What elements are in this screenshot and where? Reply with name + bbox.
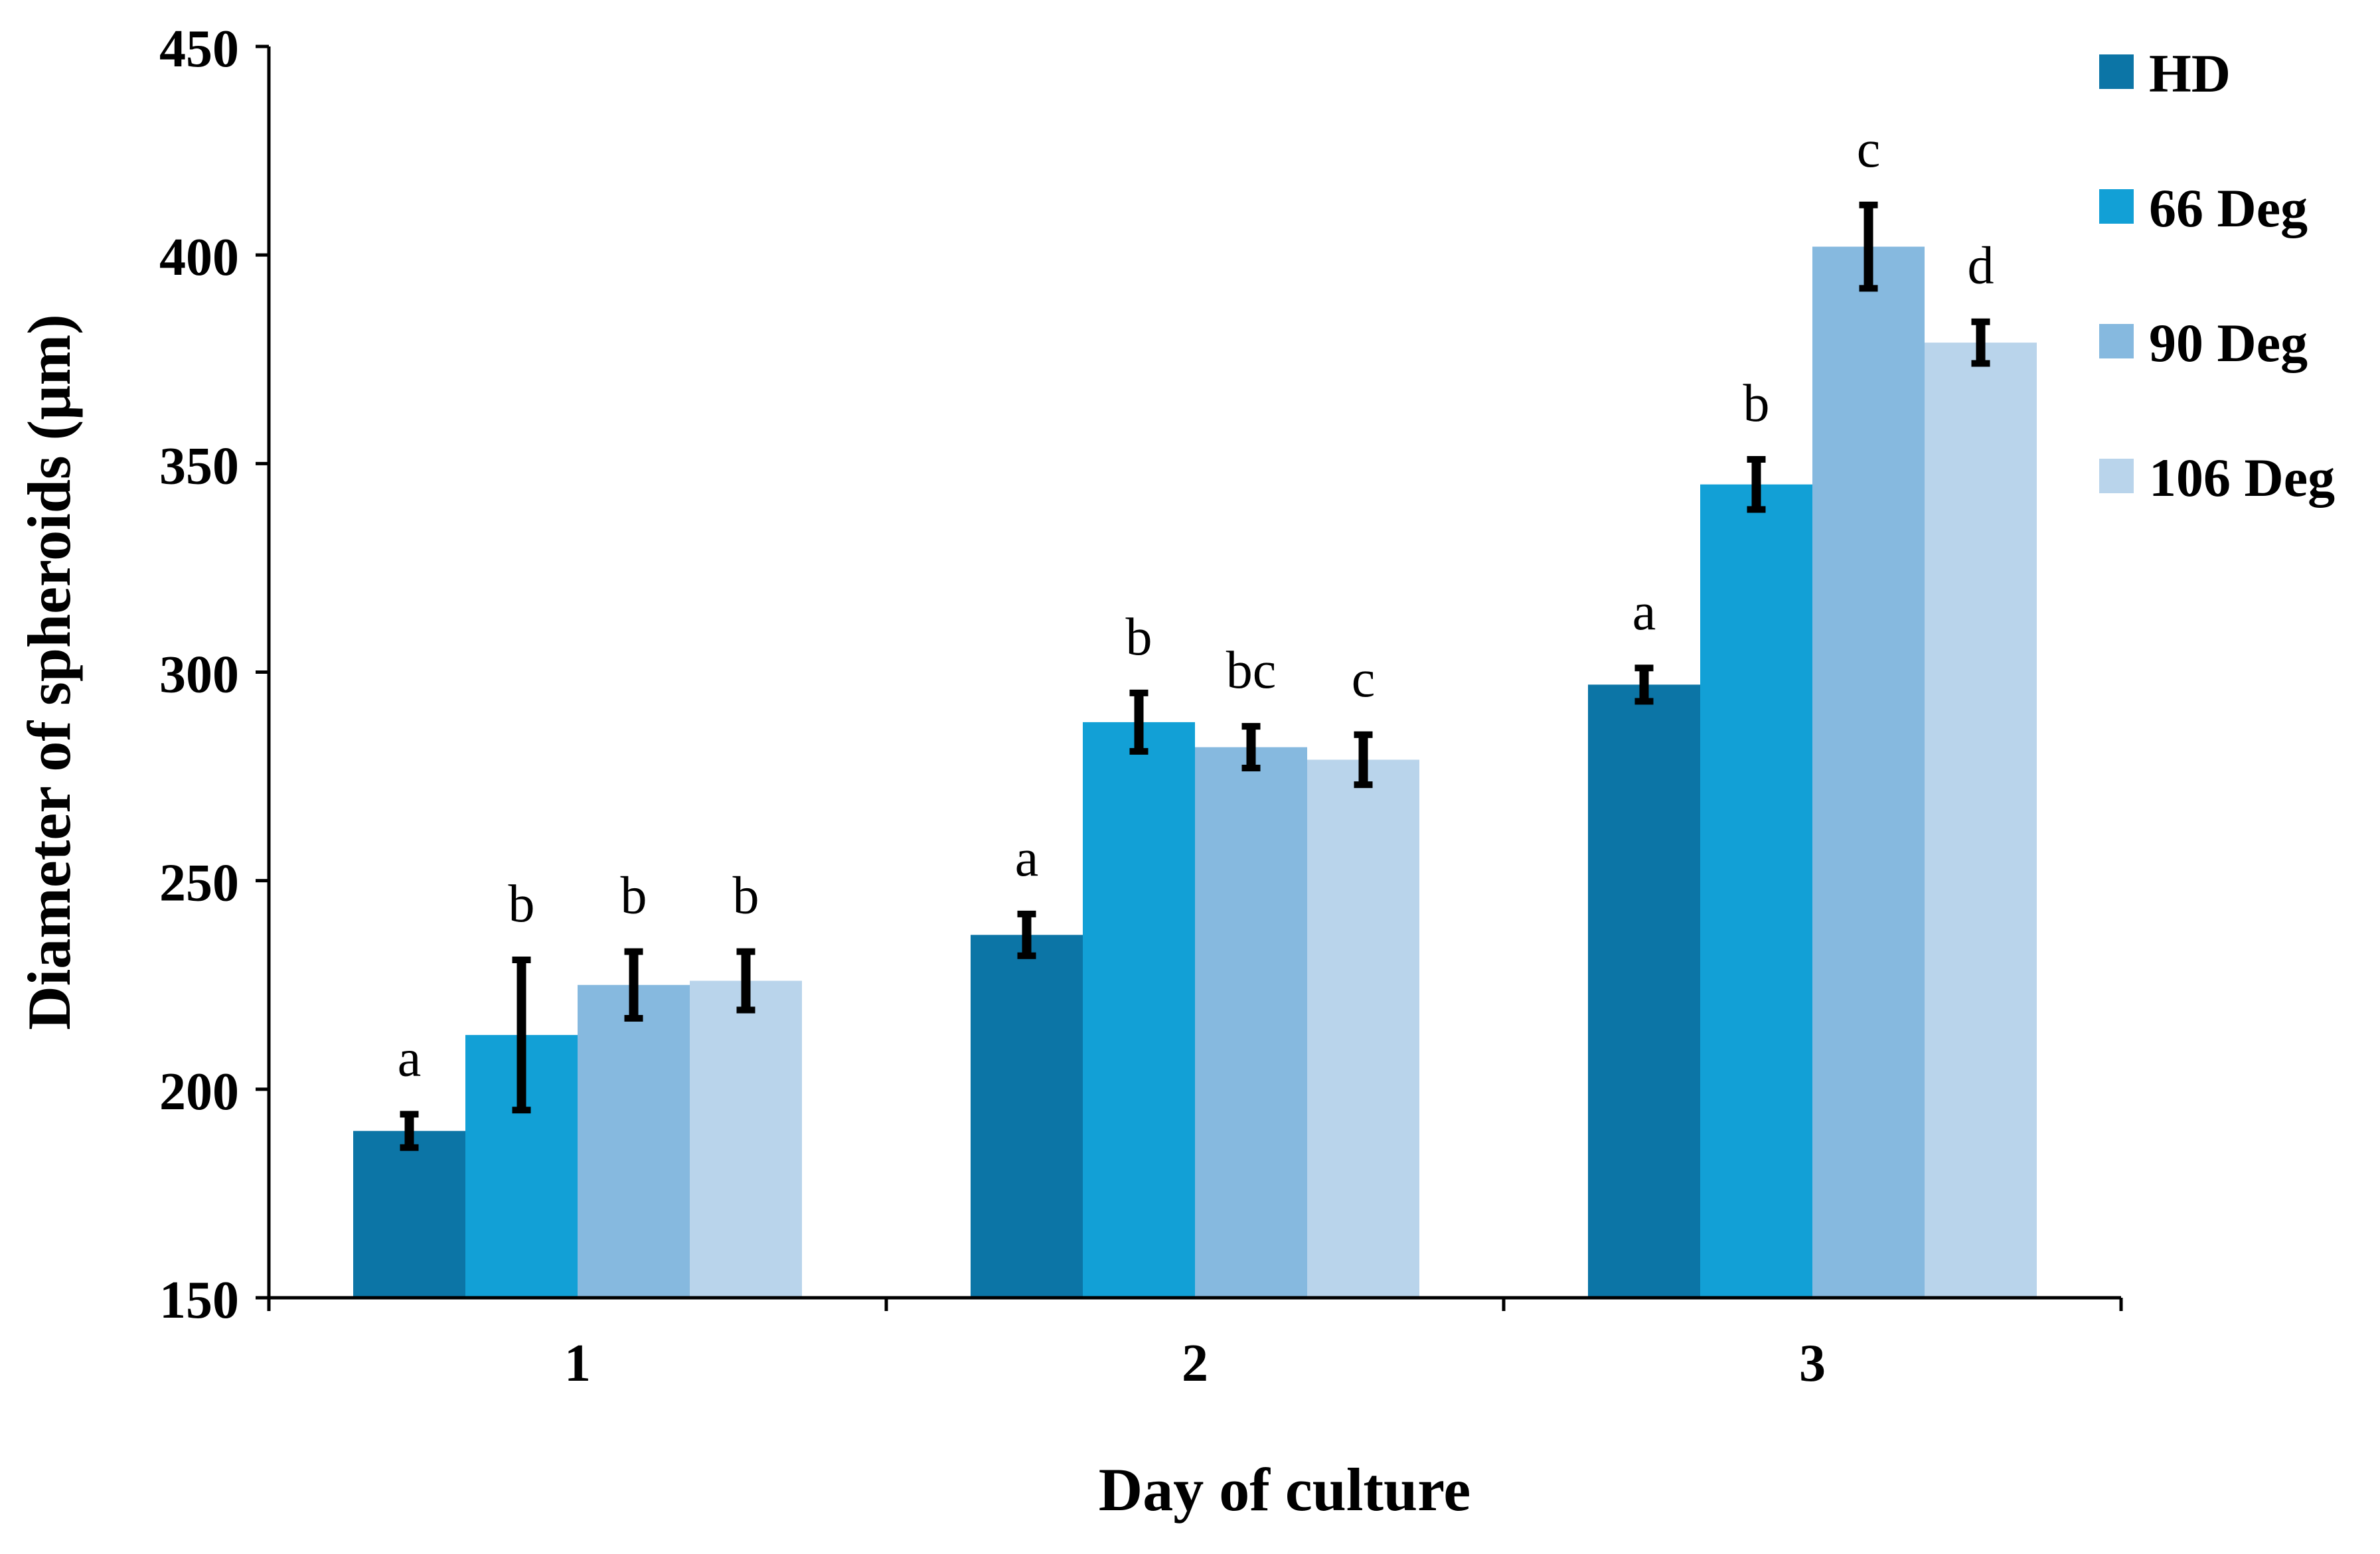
error-bar <box>400 1111 419 1151</box>
error-bars-layer <box>400 201 1990 1151</box>
bar <box>1812 246 1925 1298</box>
bar <box>1307 759 1419 1298</box>
y-tick-label: 300 <box>159 646 239 704</box>
significance-letter: a <box>1632 583 1656 641</box>
significance-letter: d <box>1968 237 1994 295</box>
legend-label: 66 Deg <box>2149 178 2308 238</box>
legend-item: 106 Deg <box>2099 447 2335 508</box>
error-bar <box>1747 456 1766 513</box>
legend: HD 66 Deg 90 Deg 106 Deg <box>2099 43 2335 508</box>
y-tick-label: 200 <box>159 1063 239 1121</box>
x-axis-title: Day of culture <box>1099 1456 1470 1523</box>
bar <box>1195 747 1307 1298</box>
bar <box>690 980 802 1298</box>
legend-item: HD <box>2099 43 2231 104</box>
error-bar <box>1017 910 1036 959</box>
legend-label: 106 Deg <box>2149 447 2335 508</box>
bar <box>353 1130 465 1298</box>
y-tick-label: 400 <box>159 228 239 287</box>
legend-item: 90 Deg <box>2099 313 2308 373</box>
bars-layer <box>353 246 2037 1298</box>
error-bar <box>1971 318 1990 367</box>
significance-letter: b <box>509 875 535 933</box>
bar <box>1588 684 1700 1298</box>
x-tick-label: 3 <box>1799 1334 1826 1393</box>
y-tick-label: 250 <box>159 854 239 913</box>
legend-swatch <box>2099 189 2134 224</box>
legend-item: 66 Deg <box>2099 178 2308 238</box>
significance-letter: bc <box>1226 641 1277 700</box>
y-tick-label: 450 <box>159 20 239 78</box>
y-tick-label: 150 <box>159 1271 239 1330</box>
y-ticks-layer: 150 200 250 300 350 400 450 <box>159 20 269 1330</box>
significance-letter: b <box>621 866 647 925</box>
significance-letter: b <box>733 866 759 925</box>
error-bar <box>1241 723 1261 772</box>
legend-swatch <box>2099 324 2134 358</box>
error-bar <box>1634 664 1654 705</box>
bar <box>1700 484 1812 1298</box>
significance-letter: b <box>1126 608 1152 666</box>
error-bar <box>736 948 755 1014</box>
significance-letter: a <box>1015 829 1039 888</box>
error-bar <box>624 948 643 1022</box>
x-tick-label: 2 <box>1182 1334 1208 1393</box>
y-tick-label: 350 <box>159 437 239 495</box>
error-bar <box>1129 689 1149 755</box>
bar <box>971 935 1083 1298</box>
error-bar <box>512 957 531 1114</box>
significance-letter: c <box>1857 120 1881 179</box>
error-bar <box>1859 201 1878 292</box>
y-axis-title: Diameter of spheroids (μm) <box>15 314 83 1030</box>
error-bar <box>1354 731 1373 789</box>
legend-label: HD <box>2149 43 2231 104</box>
bar <box>578 984 690 1298</box>
bar <box>1925 343 2037 1298</box>
bar <box>1083 722 1195 1298</box>
legend-swatch <box>2099 459 2134 493</box>
significance-letter: c <box>1352 650 1376 708</box>
x-tick-label: 1 <box>564 1334 591 1393</box>
significance-letter: a <box>398 1030 422 1088</box>
x-ticks-layer: 1 2 3 <box>267 1298 2123 1393</box>
legend-label: 90 Deg <box>2149 313 2308 373</box>
legend-swatch <box>2099 54 2134 89</box>
significance-letter: b <box>1743 374 1770 433</box>
